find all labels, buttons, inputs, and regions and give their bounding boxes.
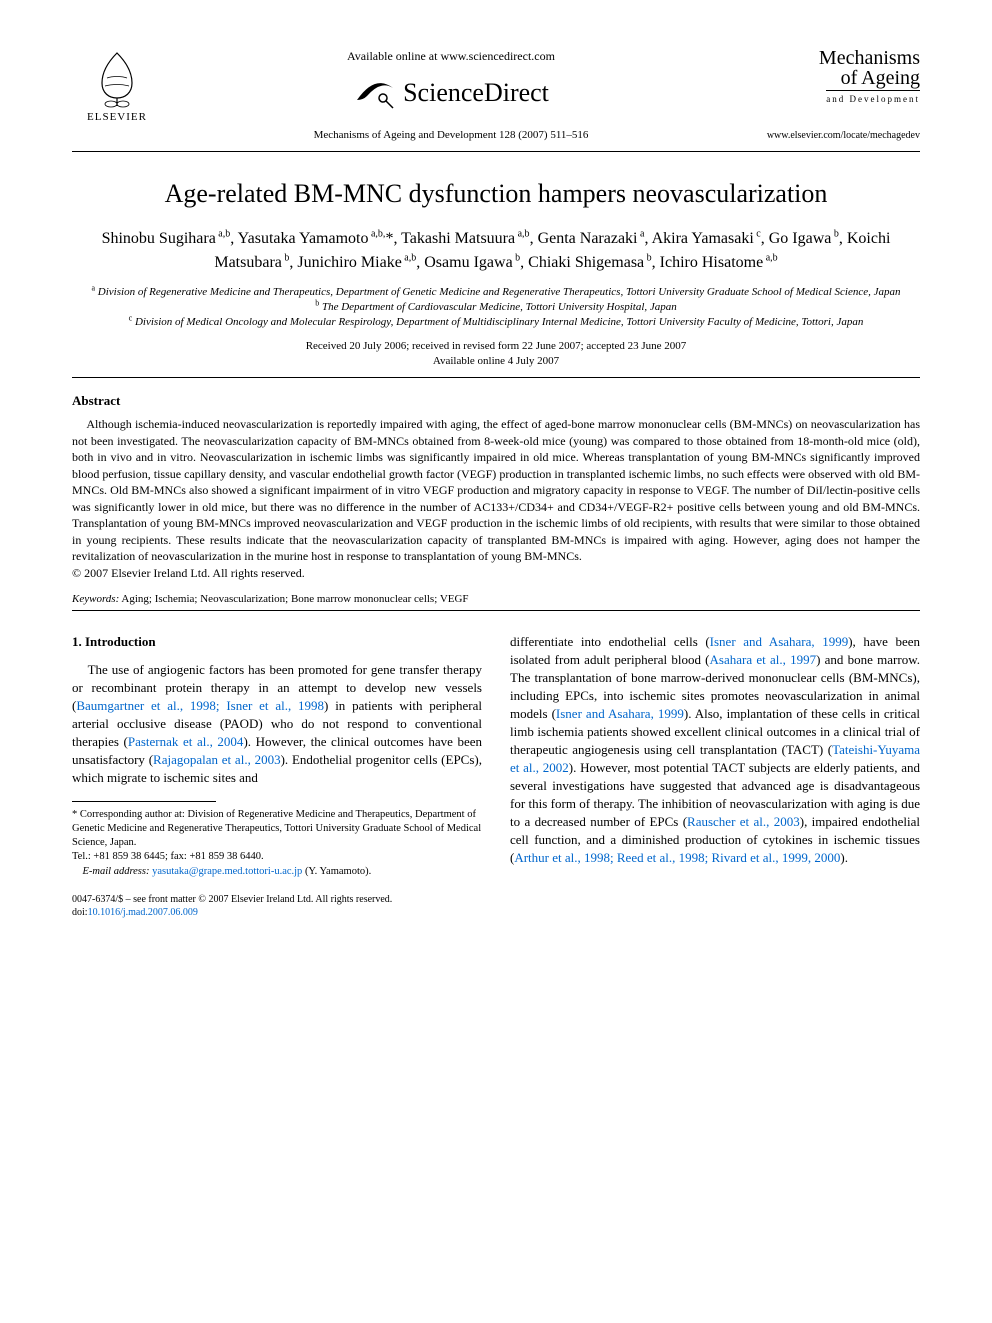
citation-link[interactable]: Isner and Asahara, 1999: [710, 634, 849, 649]
citation-link[interactable]: Isner and Asahara, 1999: [556, 706, 684, 721]
header-center: Available online at www.sciencedirect.co…: [162, 48, 740, 143]
footnote-divider: [72, 801, 216, 802]
abstract-heading: Abstract: [72, 392, 920, 410]
abstract-copyright: © 2007 Elsevier Ireland Ltd. All rights …: [72, 565, 920, 582]
doi-link[interactable]: 10.1016/j.mad.2007.06.009: [88, 907, 198, 918]
intro-paragraph-right: differentiate into endothelial cells (Is…: [510, 633, 920, 866]
citation-link[interactable]: Arthur et al., 1998; Reed et al., 1998; …: [514, 850, 840, 865]
citation-text: Mechanisms of Ageing and Development 128…: [178, 128, 724, 143]
section-1-heading: 1. Introduction: [72, 633, 482, 651]
keywords: Keywords: Aging; Ischemia; Neovasculariz…: [72, 592, 920, 607]
journal-logo: Mechanisms of Ageing and Development www…: [740, 48, 920, 142]
header-rule: [72, 151, 920, 152]
journal-subtitle: and Development: [826, 90, 920, 105]
abstract-rule: [72, 610, 920, 611]
journal-name-line2: of Ageing: [740, 68, 920, 88]
affiliation-c: c Division of Medical Oncology and Molec…: [72, 315, 920, 330]
citation-link[interactable]: Baumgartner et al., 1998; Isner et al., …: [76, 698, 324, 713]
title-rule: [72, 377, 920, 378]
citation-link[interactable]: Rajagopalan et al., 2003: [153, 752, 281, 767]
abstract-text: Although ischemia-induced neovasculariza…: [72, 416, 920, 565]
sciencedirect-text: ScienceDirect: [403, 75, 549, 110]
elsevier-label: ELSEVIER: [87, 110, 147, 125]
sciencedirect-logo: ScienceDirect: [178, 70, 724, 114]
citation-link[interactable]: Pasternak et al., 2004: [128, 734, 244, 749]
keywords-list: Aging; Ischemia; Neovascularization; Bon…: [121, 593, 468, 605]
received-date: Received 20 July 2006; received in revis…: [72, 339, 920, 354]
intro-paragraph-left: The use of angiogenic factors has been p…: [72, 661, 482, 787]
authors-list: Shinobu Sugihara a,b, Yasutaka Yamamoto …: [72, 227, 920, 275]
citation-link[interactable]: Rauscher et al., 2003: [687, 814, 800, 829]
available-online-text: Available online at www.sciencedirect.co…: [178, 48, 724, 64]
body-columns: 1. Introduction The use of angiogenic fa…: [72, 633, 920, 878]
affiliation-b: b The Department of Cardiovascular Medic…: [72, 300, 920, 315]
page-header: ELSEVIER Available online at www.science…: [72, 48, 920, 143]
citation-link[interactable]: Asahara et al., 1997: [710, 652, 817, 667]
keywords-label: Keywords:: [72, 593, 119, 605]
affiliations: a Division of Regenerative Medicine and …: [72, 285, 920, 331]
article-title: Age-related BM-MNC dysfunction hampers n…: [72, 178, 920, 211]
corresponding-author-footnote: * Corresponding author at: Division of R…: [72, 808, 482, 879]
footer-left: 0047-6374/$ – see front matter © 2007 El…: [72, 893, 392, 920]
sciencedirect-icon: [353, 70, 397, 114]
online-date: Available online 4 July 2007: [72, 354, 920, 369]
elsevier-tree-icon: [87, 48, 147, 108]
issn-line: 0047-6374/$ – see front matter © 2007 El…: [72, 894, 392, 905]
page-footer: 0047-6374/$ – see front matter © 2007 El…: [72, 893, 920, 920]
abstract-body: Although ischemia-induced neovasculariza…: [72, 416, 920, 581]
doi-label: doi:: [72, 907, 88, 918]
left-column: 1. Introduction The use of angiogenic fa…: [72, 633, 482, 878]
right-column: differentiate into endothelial cells (Is…: [510, 633, 920, 878]
article-dates: Received 20 July 2006; received in revis…: [72, 339, 920, 370]
email-link[interactable]: yasutaka@grape.med.tottori-u.ac.jp: [152, 866, 302, 877]
journal-name-line1: Mechanisms: [740, 48, 920, 68]
journal-url: www.elsevier.com/locate/mechagedev: [740, 129, 920, 143]
affiliation-a: a Division of Regenerative Medicine and …: [72, 285, 920, 300]
elsevier-logo: ELSEVIER: [72, 48, 162, 125]
